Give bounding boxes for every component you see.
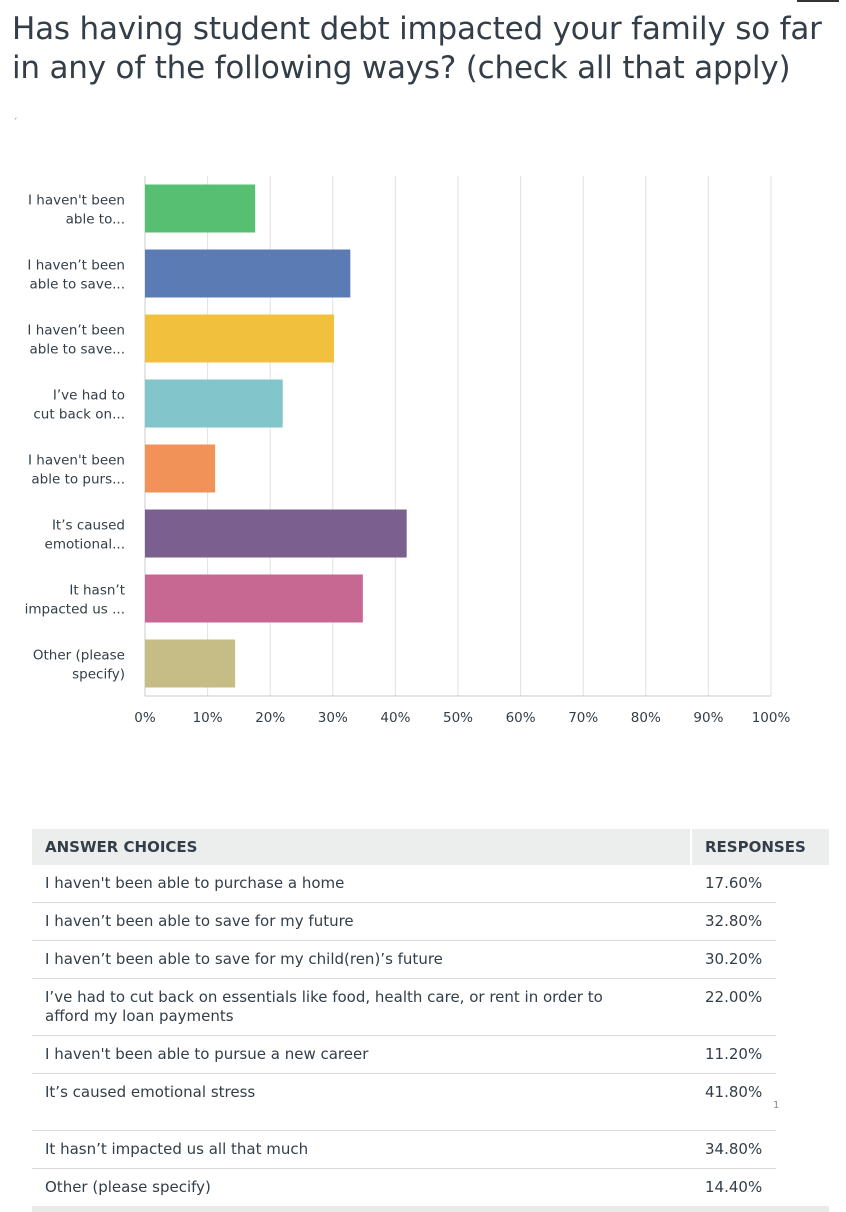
table-row: Other (please specify) 14.40% — [32, 1168, 829, 1212]
answer-choice: I haven’t been able to save for my child… — [32, 940, 691, 979]
category-labels: I haven't been able to... I haven’t been ab… — [25, 193, 125, 683]
bar[interactable] — [145, 379, 283, 428]
answer-choice: I’ve had to cut back on essentials like … — [32, 978, 691, 1036]
x-axis-ticks: 0% 10% 20% 30% 40% 50% 60% 70% 80% 90% 100% — [134, 710, 790, 726]
answer-choices-header: ANSWER CHOICES — [32, 829, 691, 865]
table-row: It’s caused emotional stress 41.80% — [32, 1073, 829, 1131]
table-row: It hasn’t impacted us all that much 34.8… — [32, 1130, 829, 1169]
responses-header: RESPONSES — [690, 829, 829, 865]
category-label: I haven't been able to purs... — [28, 453, 125, 488]
table-row: I haven’t been able to save for my child… — [32, 940, 829, 979]
bar[interactable] — [145, 509, 407, 558]
answer-table: ANSWER CHOICES RESPONSES I haven't been … — [32, 829, 829, 1212]
category-label: It hasn’t impacted us ... — [25, 583, 125, 618]
x-tick-label: 90% — [693, 710, 723, 726]
category-label: I haven’t been able to save... — [27, 323, 125, 358]
x-tick-label: 0% — [134, 710, 156, 726]
bar[interactable] — [145, 314, 335, 363]
bar[interactable] — [145, 184, 256, 233]
table-header-row: ANSWER CHOICES RESPONSES — [32, 829, 829, 865]
stray-mark: ˊ — [13, 118, 18, 128]
bar[interactable] — [145, 249, 351, 298]
edge-mark: 1 — [773, 1100, 780, 1111]
bar[interactable] — [145, 639, 236, 688]
question-title: Has having student debt impacted your fa… — [12, 11, 822, 86]
category-label: It’s caused emotional... — [45, 518, 125, 553]
bar-chart: I haven't been able to... I haven’t been ab… — [25, 176, 790, 726]
table-right-edge — [776, 865, 846, 1206]
x-tick-label: 70% — [568, 710, 598, 726]
category-label: Other (please specify) — [33, 648, 125, 683]
table-row: I haven't been able to pursue a new care… — [32, 1035, 829, 1074]
top-rule — [797, 0, 839, 2]
category-label: I haven’t been able to save... — [27, 258, 125, 293]
table-row: I haven’t been able to save for my futur… — [32, 902, 829, 941]
x-tick-label: 40% — [380, 710, 410, 726]
category-label: I haven't been able to... — [28, 193, 125, 228]
x-tick-label: 80% — [631, 710, 661, 726]
x-tick-label: 60% — [506, 710, 536, 726]
chart-bars — [145, 184, 407, 688]
bar[interactable] — [145, 444, 216, 493]
table-row: I’ve had to cut back on essentials like … — [32, 978, 829, 1036]
answer-choice: I haven't been able to pursue a new care… — [32, 1035, 691, 1074]
table-row: I haven't been able to purchase a home 1… — [32, 865, 829, 903]
x-tick-label: 30% — [318, 710, 348, 726]
x-tick-label: 10% — [193, 710, 223, 726]
answer-choice: I haven’t been able to save for my futur… — [32, 902, 691, 941]
bar[interactable] — [145, 574, 363, 623]
answer-choice: I haven't been able to purchase a home — [32, 865, 691, 903]
x-tick-label: 20% — [255, 710, 285, 726]
answer-choice: Other (please specify) — [32, 1168, 691, 1212]
x-tick-label: 100% — [752, 710, 791, 726]
category-label: I’ve had to cut back on... — [33, 388, 125, 423]
x-tick-label: 50% — [443, 710, 473, 726]
answer-choice: It hasn’t impacted us all that much — [32, 1130, 691, 1169]
answer-choice: It’s caused emotional stress — [32, 1073, 691, 1131]
